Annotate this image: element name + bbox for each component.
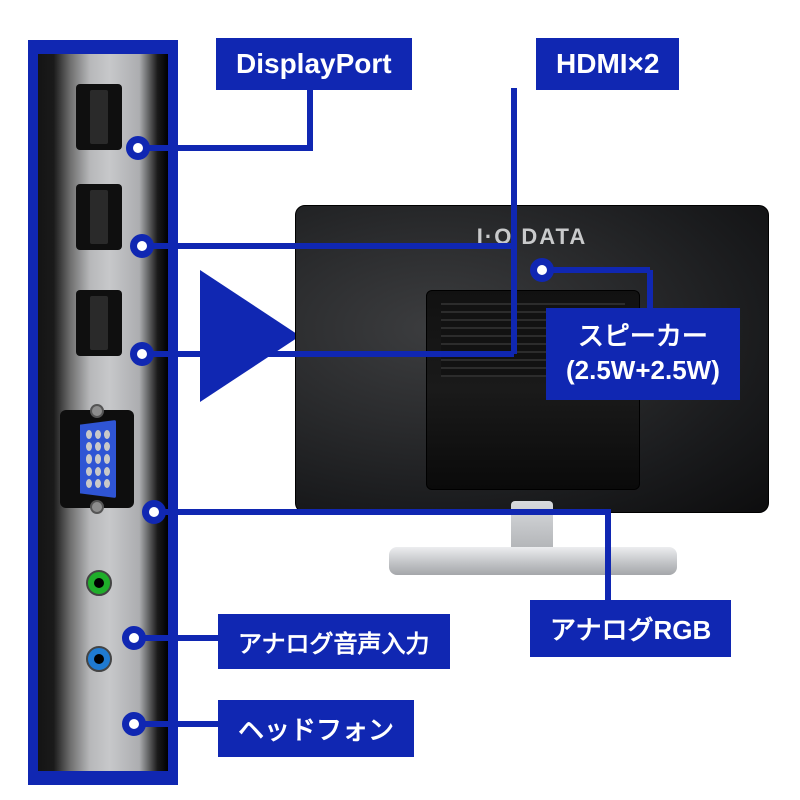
port-panel [28, 40, 178, 785]
label-speaker: スピーカー (2.5W+2.5W) [546, 308, 740, 400]
monitor-brand-label: I·O DATA [296, 224, 768, 250]
label-displayport: DisplayPort [216, 38, 412, 90]
callout-dot-hdmi2 [130, 342, 154, 366]
label-hdmi: HDMI×2 [536, 38, 679, 90]
audio-in-jack [86, 570, 112, 596]
hdmi-port-1 [76, 184, 122, 250]
vga-port [60, 410, 134, 508]
label-analog-rgb: アナログRGB [530, 600, 731, 657]
hdmi-port-2 [76, 290, 122, 356]
label-displayport-text: DisplayPort [236, 48, 392, 79]
callout-dot-headphone [122, 712, 146, 736]
label-speaker-line2: (2.5W+2.5W) [566, 355, 720, 385]
label-audio-in: アナログ音声入力 [218, 614, 450, 669]
callout-dot-displayport [126, 136, 150, 160]
callout-dot-speaker [530, 258, 554, 282]
label-audio-in-text: アナログ音声入力 [238, 631, 430, 658]
label-headphone-text: ヘッドフォン [238, 715, 394, 745]
headphone-jack [86, 646, 112, 672]
label-hdmi-text: HDMI×2 [556, 48, 659, 79]
label-speaker-line1: スピーカー [578, 321, 708, 351]
displayport-port [76, 84, 122, 150]
label-headphone: ヘッドフォン [218, 700, 414, 757]
callout-dot-hdmi1 [130, 234, 154, 258]
panel-to-monitor-arrow-icon [200, 270, 300, 402]
label-analog-rgb-text: アナログRGB [550, 615, 711, 645]
callout-dot-audio [122, 626, 146, 650]
callout-dot-vga [142, 500, 166, 524]
